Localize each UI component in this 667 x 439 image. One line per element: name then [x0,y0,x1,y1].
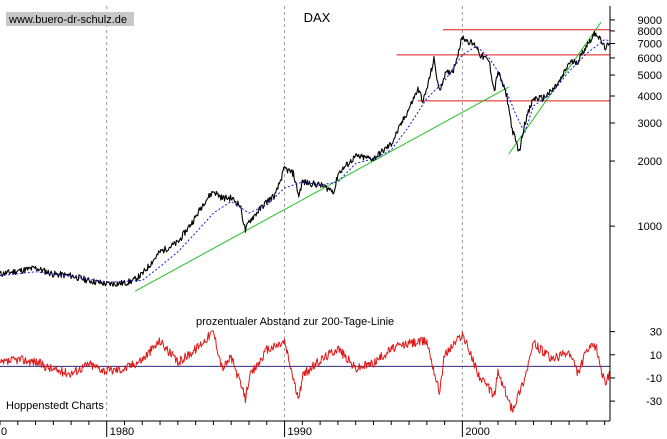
y-tick-label-7000: 7000 [638,38,662,50]
reference-lines [134,21,610,292]
y-tick-label-1000: 1000 [638,221,662,233]
upper-series-group [0,30,611,287]
x-tick-label-1990: 1990 [288,426,312,438]
y-tick-label-4000: 4000 [638,91,662,103]
dax-200-day-average-line [0,39,611,283]
dax-index-line [0,30,611,287]
x-edge-label: 0 [1,426,7,438]
lower-y-tick-label-30: 30 [650,327,662,339]
source-label: Hoppenstedt Charts [6,400,104,412]
y-tick-label-8000: 8000 [638,26,662,38]
watermark-text: www.buero-dr-schulz.de [8,14,127,26]
y-tick-label-6000: 6000 [638,53,662,65]
deviation-line [0,330,611,413]
lower-y-tick-label--10: -10 [646,373,662,385]
y-tick-label-9000: 9000 [638,15,662,27]
chart-title: DAX [304,10,331,25]
lower-y-tick-label-10: 10 [650,350,662,362]
x-tick-label-1980: 1980 [110,426,134,438]
y-tick-label-2000: 2000 [638,156,662,168]
x-axis-ticks: 1980 1990 2000 0 [0,421,606,438]
trend-line-3 [134,86,509,292]
y-tick-label-3000: 3000 [638,118,662,130]
watermark-box [6,12,134,26]
x-tick-label-2000: 2000 [465,426,489,438]
lower-series-group [0,330,611,413]
lower-y-tick-label--30: -30 [646,396,662,408]
y-tick-label-5000: 5000 [638,70,662,82]
lower-chart-title: prozentualer Abstand zur 200-Tage-Linie [196,316,394,328]
